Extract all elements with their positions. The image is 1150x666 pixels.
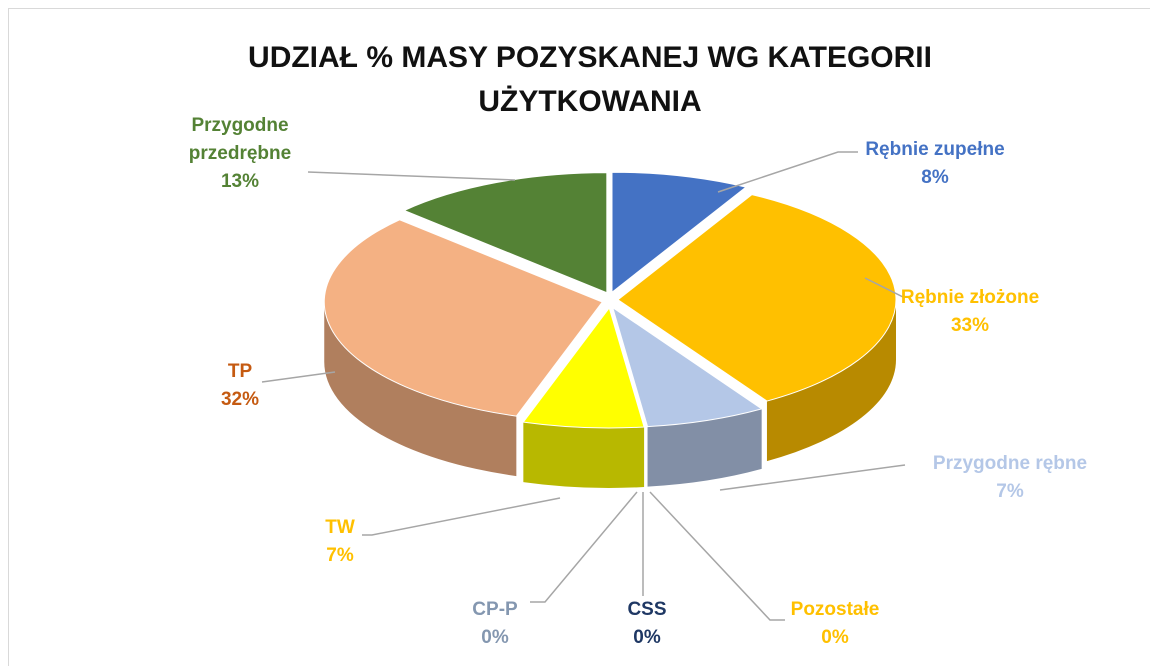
value-label: 0%: [821, 627, 849, 648]
pie-slice-side: [766, 299, 896, 462]
data-label: CP-P 0%: [455, 596, 535, 652]
pie-sides: [324, 299, 896, 488]
category-label: CSS: [627, 599, 667, 620]
chart-frame: [8, 8, 1150, 666]
value-label: 7%: [996, 481, 1024, 502]
pie-tops: [323, 171, 897, 429]
leader-line: [649, 491, 785, 621]
leader-line: [307, 171, 516, 181]
pie-slice: [611, 306, 763, 428]
chart-title: UDZIAŁ % MASY POZYSKANEJ WG KATEGORII UŻ…: [248, 41, 932, 118]
pie-slice-side: [647, 408, 762, 487]
category-label: Przygodne rębne: [932, 453, 1088, 474]
data-label: Pozostałe 0%: [775, 596, 895, 652]
value-label: 32%: [220, 389, 260, 410]
data-label: Przygodne rębne 7%: [895, 450, 1125, 506]
pie-slice-side: [523, 422, 645, 488]
pie-slice: [617, 194, 897, 402]
category-label: CP-P: [472, 599, 518, 620]
category-label: Przygodne przedrębne: [188, 115, 292, 164]
leader-line: [719, 464, 906, 491]
data-label: Rębnie złożone 33%: [870, 284, 1070, 340]
value-label: 33%: [950, 315, 990, 336]
leader-line: [864, 277, 906, 299]
value-label: 7%: [326, 545, 354, 566]
pie-slice: [402, 172, 608, 294]
leader-line: [362, 497, 561, 536]
category-label: TW: [325, 517, 355, 538]
value-label: 13%: [220, 171, 260, 192]
leader-line: [530, 491, 638, 603]
category-label: Pozostałe: [790, 599, 880, 620]
data-label: TW 7%: [300, 514, 380, 570]
pie-slice: [611, 171, 748, 294]
category-label: TP: [227, 361, 253, 382]
data-label: CSS 0%: [607, 596, 687, 652]
category-label: Rębnie złożone: [900, 287, 1040, 308]
data-label: Rębnie zupełne 8%: [835, 136, 1035, 192]
data-label: TP 32%: [200, 358, 280, 414]
pie-slice-side: [324, 301, 517, 477]
value-label: 0%: [481, 627, 509, 648]
pie-slice: [323, 219, 604, 417]
category-label: Rębnie zupełne: [865, 139, 1005, 160]
pie-slice: [522, 306, 645, 429]
leader-line: [717, 151, 858, 193]
value-label: 0%: [633, 627, 661, 648]
leader-line: [261, 371, 336, 383]
data-label: Przygodne przedrębne 13%: [160, 112, 320, 196]
value-label: 8%: [921, 167, 949, 188]
